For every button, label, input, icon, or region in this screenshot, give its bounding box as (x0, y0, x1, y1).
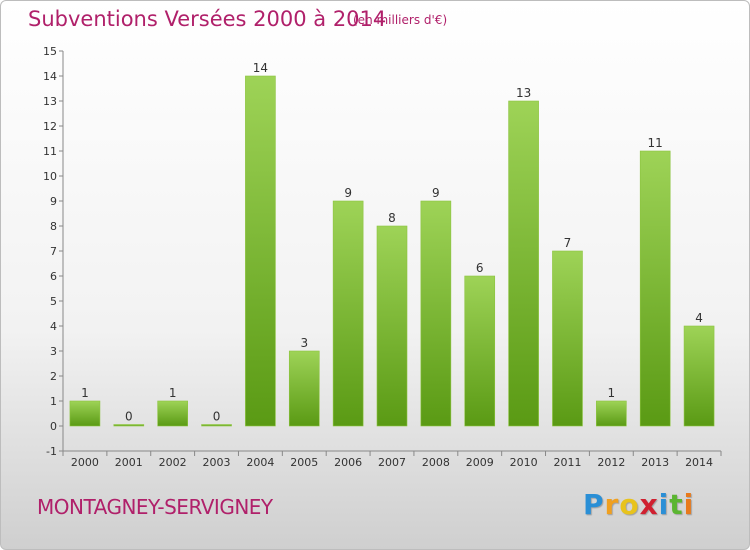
logo-letter: i (683, 488, 695, 521)
bar (552, 250, 583, 427)
y-tick-label: 2 (50, 370, 57, 383)
logo-letter: o (619, 488, 640, 521)
x-tick-label: 2009 (466, 456, 494, 469)
logo-letter: P (583, 488, 605, 521)
x-tick-label: 2008 (422, 456, 450, 469)
bar (332, 200, 364, 427)
logo-letter: t (669, 488, 684, 521)
y-tick-label: 7 (50, 245, 57, 258)
y-tick-label: 9 (50, 195, 57, 208)
bar (201, 424, 232, 427)
proxiti-logo: Proxiti (583, 488, 694, 521)
x-tick-label: 2007 (378, 456, 406, 469)
commune-name: MONTAGNEY-SERVIGNEY (37, 495, 273, 519)
logo-letter: i (658, 488, 670, 521)
x-tick-label: 2010 (510, 456, 538, 469)
x-tick-label: 2014 (685, 456, 713, 469)
x-tick-label: 2013 (641, 456, 669, 469)
y-tick-label: 0 (50, 420, 57, 433)
bar (245, 75, 276, 427)
y-tick-label: 13 (43, 95, 57, 108)
y-tick-label: 5 (50, 295, 57, 308)
y-tick-label: 10 (43, 170, 57, 183)
y-tick-label: 3 (50, 345, 57, 358)
y-tick-label: 14 (43, 70, 57, 83)
bar-value-label: 13 (516, 86, 531, 100)
bar (420, 200, 452, 427)
bar-value-label: 3 (300, 336, 308, 350)
chart-title: Subventions Versées 2000 à 2014 (28, 7, 387, 31)
bar-value-label: 4 (695, 311, 703, 325)
bar-value-label: 9 (344, 186, 352, 200)
bar (288, 350, 320, 427)
bar-value-label: 14 (253, 61, 268, 75)
x-tick-label: 2002 (159, 456, 187, 469)
bar (639, 150, 671, 427)
logo-letter: r (604, 488, 620, 521)
bar-value-label: 0 (125, 410, 133, 424)
bar (157, 400, 188, 427)
bar (464, 275, 496, 427)
bar (508, 100, 539, 427)
y-tick-label: 4 (50, 320, 57, 333)
bar-value-label: 11 (648, 136, 663, 150)
bar-value-label: 1 (81, 386, 89, 400)
bar-value-label: 0 (213, 410, 221, 424)
x-tick-label: 2011 (553, 456, 581, 469)
x-tick-label: 2012 (597, 456, 625, 469)
bar-value-label: 1 (169, 386, 177, 400)
x-tick-label: 2000 (71, 456, 99, 469)
x-tick-label: 2006 (334, 456, 362, 469)
y-tick-label: 8 (50, 220, 57, 233)
y-tick-label: 6 (50, 270, 57, 283)
bar-value-label: 9 (432, 186, 440, 200)
logo-letter: x (639, 488, 659, 521)
bar (113, 424, 145, 427)
bar-value-label: 1 (608, 386, 616, 400)
x-tick-label: 2004 (246, 456, 274, 469)
y-tick-label: 11 (43, 145, 57, 158)
bar (683, 325, 715, 427)
bar (376, 225, 408, 427)
bar-value-label: 6 (476, 261, 484, 275)
bar (596, 400, 627, 427)
bar (69, 400, 101, 427)
y-tick-label: 15 (43, 45, 57, 58)
bar-value-label: 7 (564, 236, 572, 250)
x-tick-label: 2001 (115, 456, 143, 469)
x-tick-label: 2003 (203, 456, 231, 469)
y-tick-label: -1 (46, 445, 57, 458)
bar-value-label: 8 (388, 211, 396, 225)
y-tick-label: 1 (50, 395, 57, 408)
chart-unit: (en milliers d'€) (353, 13, 448, 27)
x-tick-label: 2005 (290, 456, 318, 469)
y-tick-label: 12 (43, 120, 57, 133)
